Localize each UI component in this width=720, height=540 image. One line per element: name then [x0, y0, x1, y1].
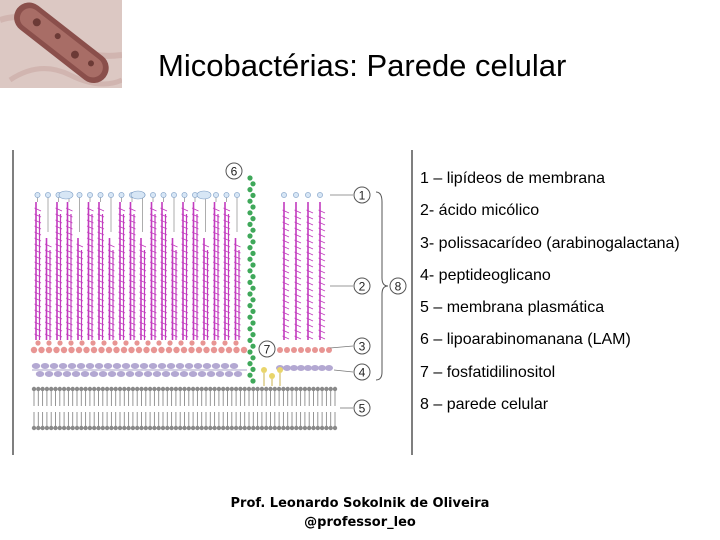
peptidoglycan-layer	[31, 363, 333, 377]
callout-7-marker	[258, 340, 276, 358]
callout-8: 8	[395, 280, 402, 294]
author-handle: @professor_leo	[304, 515, 416, 530]
outer-lipids	[34, 190, 323, 232]
callout-6: 6	[231, 165, 238, 179]
mycolic-acids	[34, 202, 326, 340]
bacterium-micrograph	[0, 0, 124, 88]
callout-3-marker	[353, 337, 371, 355]
callout-4-marker	[353, 363, 371, 381]
credits: Prof. Leonardo Sokolnik de Oliveira @pro…	[200, 494, 520, 532]
legend-item-cell-wall: 8 – parede celular	[420, 396, 549, 414]
legend-item-mycolic-acid: 2- ácido micólico	[420, 202, 540, 220]
callout-3: 3	[359, 340, 366, 354]
callout-6-marker	[225, 162, 243, 180]
legend-item-membrane-lipids: 1 – lipídeos de membrana	[420, 170, 605, 187]
author-name: Prof. Leonardo Sokolnik de Oliveira	[230, 496, 490, 511]
callout-1-marker	[353, 186, 371, 204]
callout-5-marker	[353, 399, 371, 417]
callout-2: 2	[359, 280, 366, 294]
page-title: Micobactérias: Parede celular	[158, 48, 567, 83]
cell-wall-svg: 6 1 2 3 4 5 7 8	[12, 150, 413, 455]
legend-item-arabinogalactan: 3- polissacarídeo (arabinogalactana)	[420, 234, 680, 252]
legend-item-peptidoglycan: 4- peptideoglicano	[420, 266, 551, 284]
cell-wall-diagram: 6 1 2 3 4 5 7 8	[12, 150, 414, 455]
callout-5: 5	[359, 402, 366, 416]
callout-1: 1	[359, 189, 366, 203]
legend: 1 – lipídeos de membrana 2- ácido micóli…	[420, 168, 680, 426]
bacterium-photo-icon	[0, 0, 124, 88]
callout-7: 7	[264, 343, 271, 357]
arabinogalactan-layer	[30, 340, 332, 354]
legend-item-plasma-membrane: 5 – membrana plasmática	[420, 299, 605, 317]
cell-wall-brace	[375, 191, 389, 381]
pi-molecules	[261, 367, 283, 386]
legend-item-lam: 6 – lipoarabinomanana (LAM)	[420, 331, 631, 349]
lam-chain	[247, 175, 256, 384]
callout-2-marker	[353, 277, 371, 295]
legend-item-phosphatidylinositol: 7 – fosfatidilinositol	[420, 363, 556, 381]
callout-4: 4	[359, 366, 366, 380]
plasma-membrane	[31, 386, 338, 431]
callout-8-marker	[389, 277, 407, 295]
